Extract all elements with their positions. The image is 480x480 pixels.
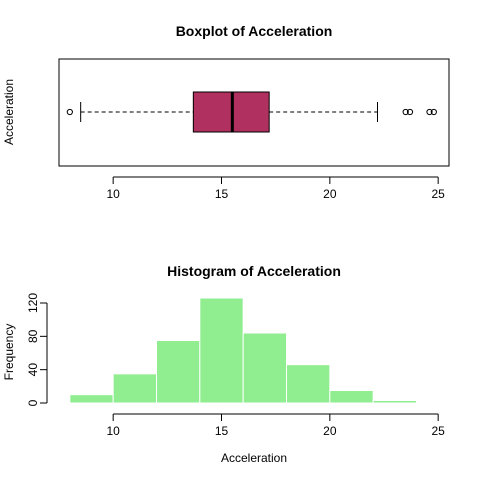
- boxplot-x-tick-label: 10: [106, 187, 120, 201]
- boxplot-x-tick-label: 20: [323, 187, 337, 201]
- outlier-point: [402, 108, 409, 116]
- boxplot-x-tick-label: 25: [431, 187, 445, 201]
- histogram-y-tick-label: 80: [26, 329, 40, 343]
- histogram-x-tick-label: 25: [431, 424, 445, 438]
- boxplot-y-axis-label: Acceleration: [2, 79, 16, 145]
- histogram-bar: [156, 340, 201, 404]
- histogram-bar: [242, 332, 288, 404]
- outlier-point: [430, 108, 437, 116]
- boxplot-frame: [58, 58, 450, 167]
- histogram-x-ticks: 10 15 20 25: [106, 414, 445, 438]
- histogram-y-tick-label: 120: [26, 293, 40, 313]
- outlier-points: [66, 108, 437, 116]
- boxplot-x-tick-label: 15: [215, 187, 229, 201]
- histogram-x-tick-label: 15: [215, 424, 229, 438]
- boxplot-x-ticks: 10 15 20 25: [106, 177, 445, 201]
- histogram-x-tick-label: 20: [323, 424, 337, 438]
- outlier-point: [66, 108, 73, 116]
- boxplot-panel: Boxplot of Acceleration Acceleration 10 1…: [2, 23, 450, 201]
- histogram-bar: [199, 297, 244, 404]
- histogram-y-tick-label: 40: [26, 363, 40, 377]
- outlier-point: [426, 108, 433, 116]
- histogram-bar: [329, 390, 374, 404]
- histogram-title: Histogram of Acceleration: [167, 263, 341, 279]
- histogram-bar: [372, 400, 417, 404]
- histogram-y-axis-label: Frequency: [2, 324, 16, 381]
- histogram-y-tick-label: 0: [26, 399, 40, 406]
- histogram-bar: [112, 373, 157, 404]
- histogram-x-axis-label: Acceleration: [221, 451, 287, 465]
- outlier-point: [406, 108, 414, 116]
- histogram-bar: [69, 394, 114, 404]
- histogram-y-ticks: 0 40 80 120: [26, 293, 47, 406]
- histogram-bar: [286, 364, 331, 404]
- histogram-panel: Histogram of Acceleration Acceleration F…: [2, 263, 445, 465]
- boxplot-title: Boxplot of Acceleration: [176, 23, 333, 39]
- histogram-x-tick-label: 10: [106, 424, 120, 438]
- histogram-bars: [69, 297, 417, 404]
